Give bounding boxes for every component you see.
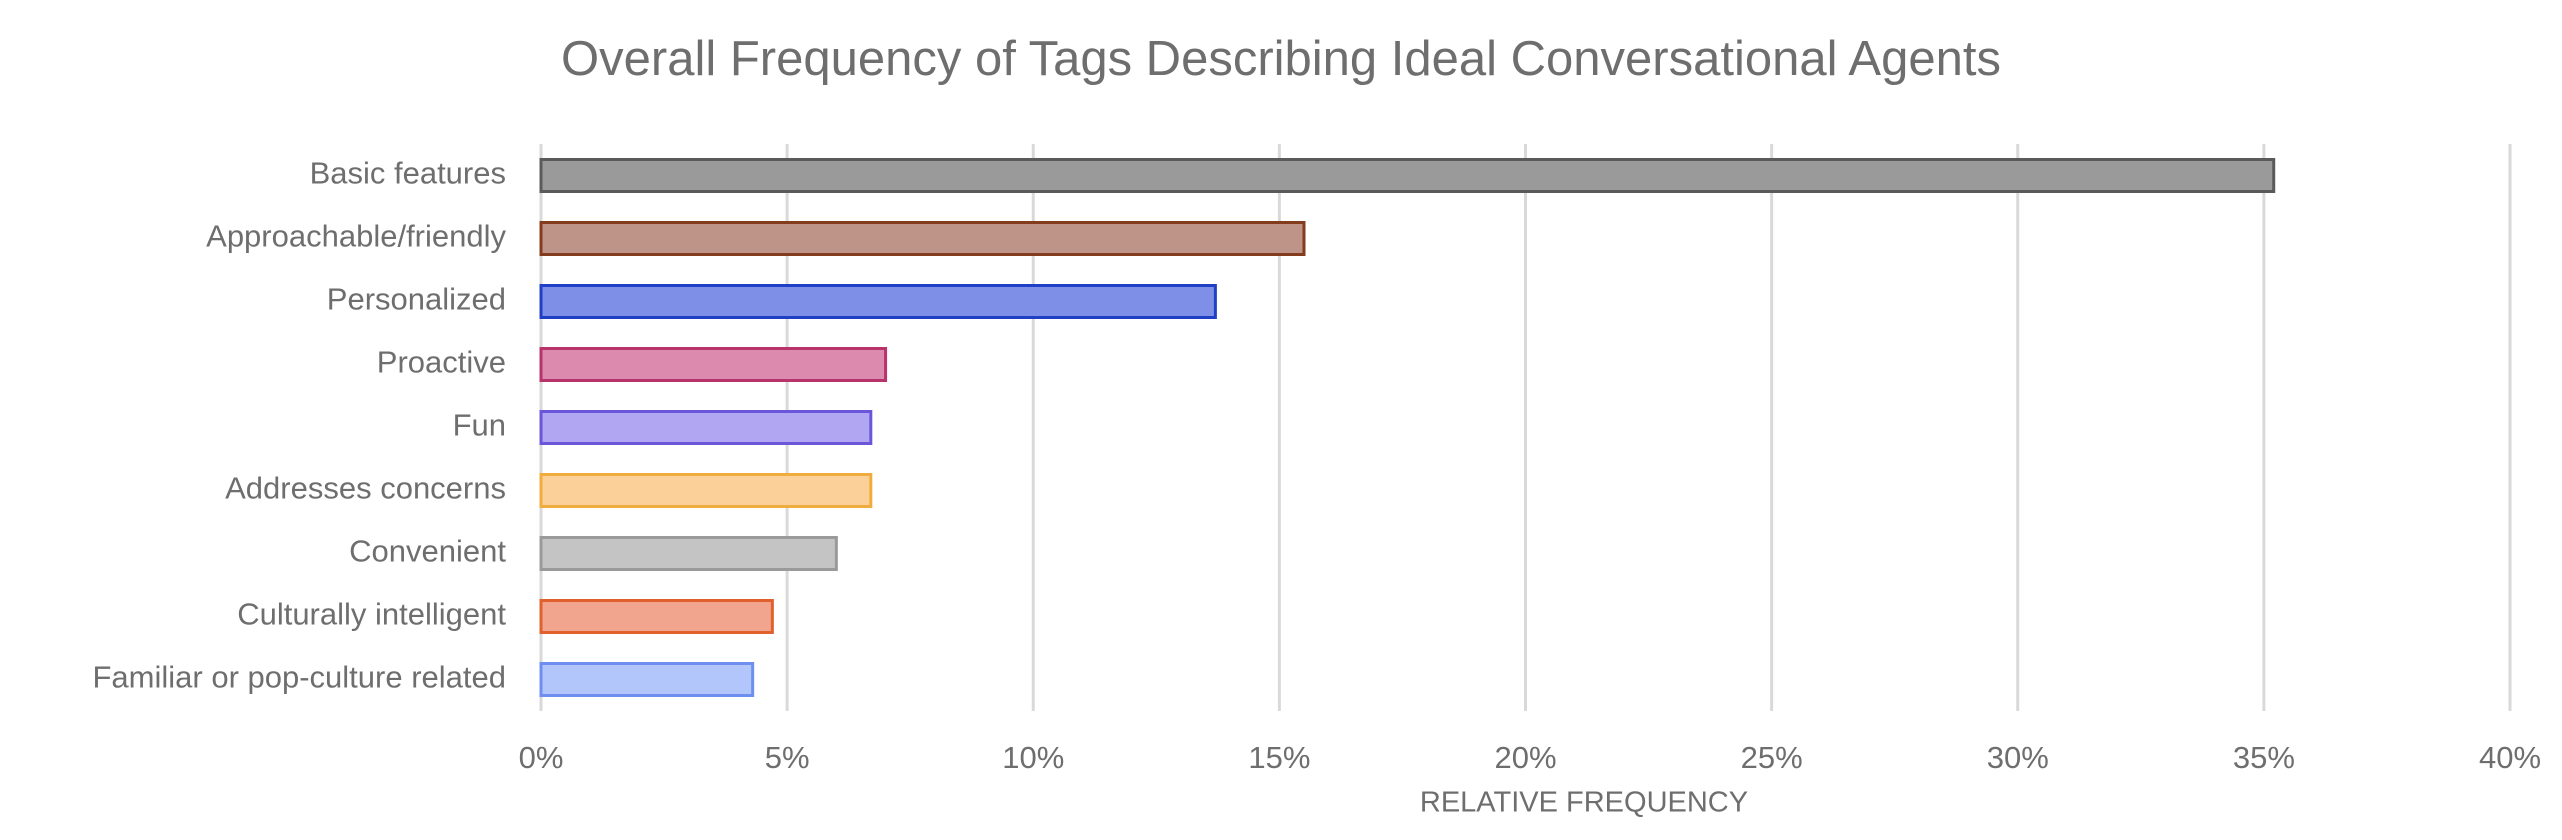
y-tick-label: Culturally intelligent xyxy=(237,597,506,632)
bar xyxy=(539,221,1306,256)
y-tick-label: Convenient xyxy=(349,534,506,569)
bar xyxy=(539,473,873,508)
bar xyxy=(539,662,755,697)
y-tick-label: Basic features xyxy=(310,156,506,191)
bar xyxy=(539,410,873,445)
x-tick-label: 30% xyxy=(1987,740,2049,775)
x-tick-label: 5% xyxy=(765,740,810,775)
x-tick-label: 35% xyxy=(2233,740,2295,775)
y-tick-label: Fun xyxy=(453,408,506,443)
y-tick-label: Familiar or pop-culture related xyxy=(92,660,506,695)
bar xyxy=(539,536,838,571)
bar xyxy=(539,347,888,382)
x-tick-label: 40% xyxy=(2479,740,2541,775)
x-axis-title: RELATIVE FREQUENCY xyxy=(1420,787,1748,819)
y-tick-label: Approachable/friendly xyxy=(206,219,506,254)
bar xyxy=(539,599,774,634)
x-tick-label: 20% xyxy=(1494,740,1556,775)
chart-title: Overall Frequency of Tags Describing Ide… xyxy=(561,32,2001,86)
x-tick-label: 25% xyxy=(1741,740,1803,775)
x-tick-label: 15% xyxy=(1248,740,1310,775)
y-tick-label: Addresses concerns xyxy=(225,471,506,506)
x-tick-label: 10% xyxy=(1002,740,1064,775)
y-tick-label: Proactive xyxy=(377,345,506,380)
bar xyxy=(539,284,1217,319)
y-tick-label: Personalized xyxy=(327,282,506,317)
bar xyxy=(539,158,2276,193)
x-tick-label: 0% xyxy=(519,740,564,775)
